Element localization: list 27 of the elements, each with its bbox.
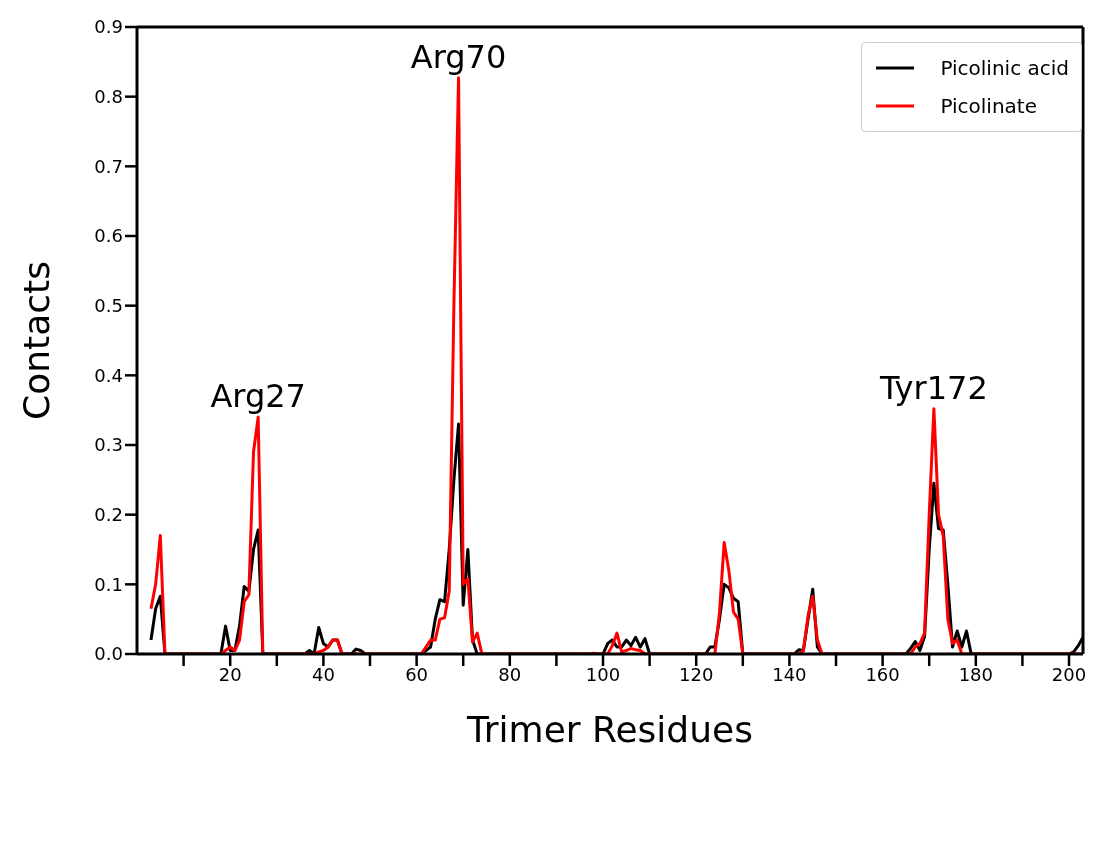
annotation: Arg27 [210, 377, 306, 416]
y-tick-label: 0.2 [94, 504, 123, 526]
x-tick-label: 100 [585, 663, 621, 685]
x-tick-label: 80 [498, 663, 522, 685]
y-tick-label: 0.6 [94, 225, 123, 247]
x-axis-title: Trimer Residues [466, 709, 753, 750]
annotation: Tyr172 [879, 368, 988, 407]
y-axis-title: Contacts [15, 261, 57, 420]
x-tick-label: 180 [958, 663, 993, 685]
y-tick-label: 0.5 [94, 295, 123, 317]
annotation: Arg70 [410, 37, 507, 76]
x-tick-label: 140 [772, 663, 807, 685]
y-tick-label: 0.0 [94, 643, 123, 665]
legend-label: Picolinate [940, 94, 1037, 118]
y-tick-label: 0.8 [94, 86, 123, 108]
x-tick-label: 60 [405, 663, 429, 685]
legend-label: Picolinic acid [940, 56, 1069, 80]
y-tick-label: 0.7 [94, 155, 123, 177]
y-tick-label: 0.3 [94, 434, 123, 456]
y-tick-label: 0.1 [94, 573, 123, 595]
x-tick-label: 20 [218, 663, 242, 685]
y-tick-label: 0.4 [94, 364, 123, 386]
x-tick-label: 160 [865, 663, 900, 685]
x-tick-label: 200 [1051, 663, 1087, 685]
x-tick-label: 40 [311, 663, 335, 685]
x-tick-label: 120 [679, 663, 714, 685]
y-tick-label: 0.9 [94, 16, 123, 38]
